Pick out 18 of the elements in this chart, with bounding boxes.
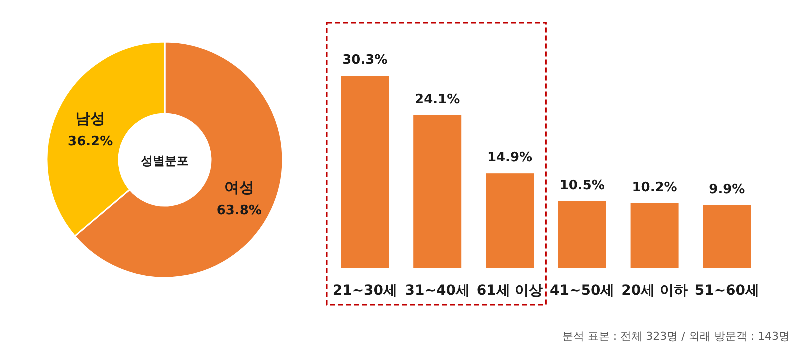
data-label: 9.9% xyxy=(709,182,746,198)
data-label: 30.3% xyxy=(342,53,388,68)
data-label: 10.5% xyxy=(560,178,605,194)
text: 성별분포 xyxy=(141,154,189,168)
text: 분석 표본 : 전체 323명 / 외래 방문객 : 143명 xyxy=(562,330,790,343)
data-label: 14.9% xyxy=(487,150,533,166)
x-tick-label: 61세 이상 xyxy=(476,283,544,299)
x-tick-label: 31~40세 xyxy=(405,283,470,299)
data-label: 10.2% xyxy=(632,180,678,196)
x-tick-label: 51~60세 xyxy=(694,283,760,299)
data-label: 36.2% xyxy=(68,134,114,150)
slice-label: 남성 xyxy=(76,110,106,128)
data-label: 63.8% xyxy=(216,203,262,218)
slice-label: 여성 xyxy=(224,178,254,196)
data-label: 24.1% xyxy=(415,92,460,108)
x-tick-label: 21~30세 xyxy=(332,283,398,299)
x-tick-label: 20세 이하 xyxy=(622,283,688,299)
x-tick-label: 41~50세 xyxy=(550,283,615,299)
